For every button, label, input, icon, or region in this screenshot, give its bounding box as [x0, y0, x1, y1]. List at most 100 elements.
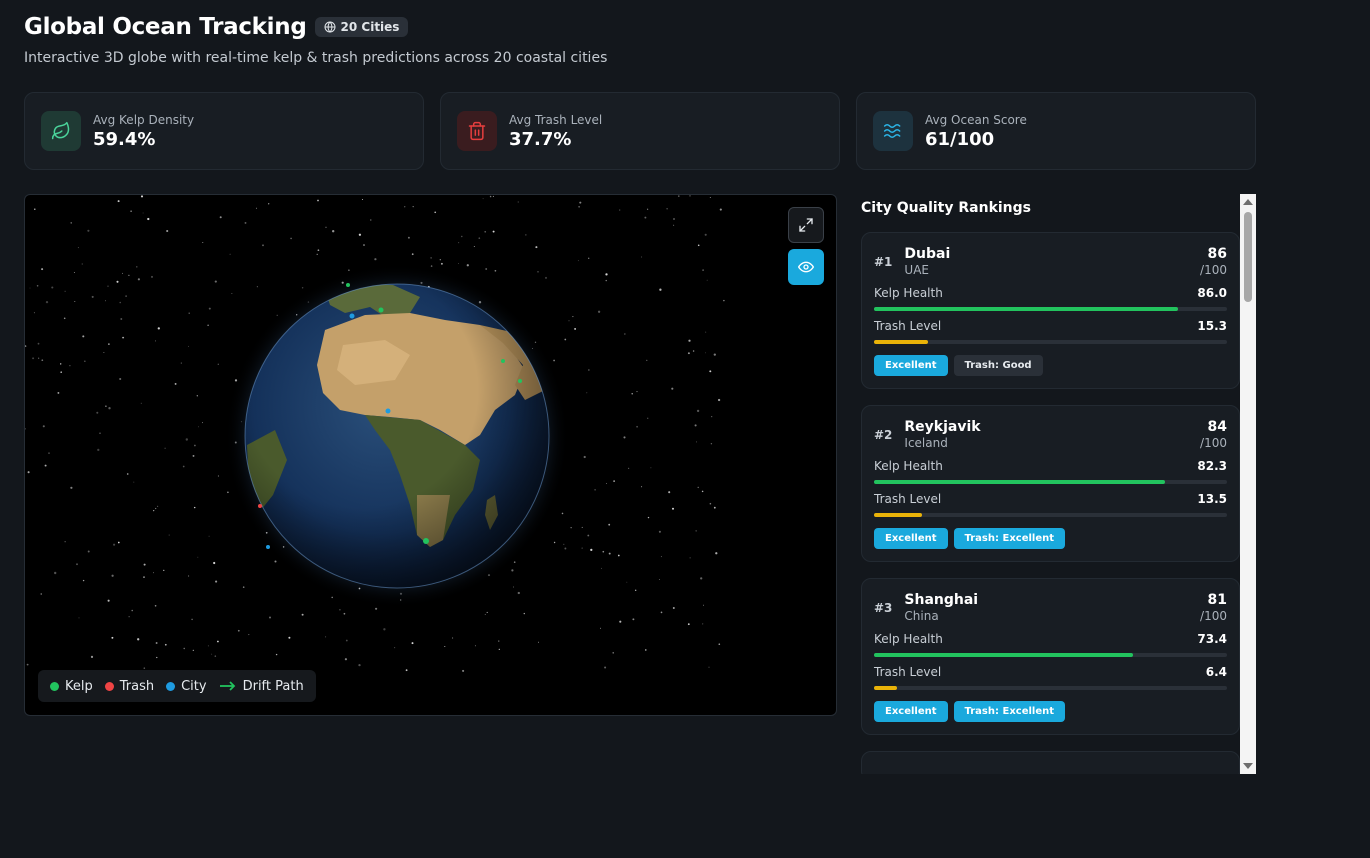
- trash-value: 13.5: [1197, 492, 1227, 506]
- scroll-up-arrow-icon[interactable]: [1243, 199, 1253, 205]
- kelp-bar: [874, 307, 1227, 311]
- star: [644, 216, 647, 219]
- star: [70, 486, 73, 489]
- city-marker: [266, 545, 270, 549]
- star: [407, 236, 410, 239]
- rankings-title: City Quality Rankings: [861, 200, 1031, 216]
- waves-icon: [873, 111, 913, 151]
- trash-bar-fill: [874, 340, 928, 344]
- star: [348, 269, 350, 271]
- star: [269, 616, 271, 619]
- scroll-thumb[interactable]: [1244, 212, 1252, 302]
- star: [332, 230, 335, 233]
- star: [624, 333, 626, 335]
- star: [119, 301, 121, 304]
- star: [34, 208, 36, 211]
- star: [719, 208, 722, 211]
- city-card[interactable]: #3 Shanghai China 81 /100 Kelp Health 73.…: [861, 578, 1240, 735]
- star: [626, 581, 628, 583]
- star: [74, 300, 76, 303]
- scroll-down-arrow-icon[interactable]: [1243, 763, 1253, 769]
- star: [636, 425, 638, 428]
- kelp-label: Kelp Health: [874, 632, 943, 646]
- star: [705, 331, 707, 333]
- star: [608, 523, 611, 526]
- star: [317, 249, 320, 252]
- star: [41, 268, 44, 271]
- cities-count-badge: 20 Cities: [314, 17, 409, 37]
- fullscreen-button[interactable]: [788, 207, 824, 243]
- star: [484, 613, 486, 616]
- trash-bar-fill: [874, 513, 922, 517]
- star: [587, 534, 590, 537]
- star: [537, 271, 539, 273]
- star: [143, 576, 145, 578]
- star: [156, 656, 158, 659]
- toggle-view-button[interactable]: [788, 249, 824, 285]
- star: [122, 272, 123, 274]
- globe-scene[interactable]: [25, 195, 837, 716]
- star: [412, 205, 414, 208]
- star: [588, 257, 590, 259]
- star: [192, 649, 194, 651]
- page-title: Global Ocean Tracking: [24, 14, 307, 40]
- rank-number: #1: [874, 254, 893, 269]
- star: [164, 447, 166, 449]
- star: [641, 256, 643, 258]
- star: [105, 405, 107, 408]
- star: [485, 268, 488, 270]
- rankings-scrollbar[interactable]: [1240, 194, 1256, 774]
- star: [174, 382, 177, 385]
- star: [316, 253, 318, 256]
- star: [44, 464, 47, 467]
- kelp-bar-fill: [874, 307, 1178, 311]
- city-country: UAE: [904, 263, 929, 277]
- star: [478, 237, 481, 239]
- stats-row: Avg Kelp Density 59.4% Avg Trash Level 3…: [24, 92, 1256, 170]
- star: [125, 295, 127, 297]
- city-rankings-panel[interactable]: City Quality Rankings #1 Dubai UAE 86 /1…: [861, 194, 1256, 774]
- star: [211, 653, 213, 655]
- star: [574, 327, 577, 330]
- stat-label: Avg Ocean Score: [925, 112, 1027, 127]
- star: [711, 416, 713, 418]
- city-score: 84: [1207, 419, 1227, 435]
- star: [578, 206, 580, 208]
- star: [688, 339, 691, 342]
- star: [492, 230, 495, 233]
- city-card[interactable]: #2 Reykjavik Iceland 84 /100 Kelp Health…: [861, 405, 1240, 562]
- kelp-marker: [346, 283, 350, 287]
- city-card[interactable]: #1 Dubai UAE 86 /100 Kelp Health 86.0 Tra…: [861, 232, 1240, 389]
- star: [215, 580, 218, 583]
- star: [494, 269, 497, 272]
- star: [163, 569, 165, 571]
- star: [577, 260, 579, 262]
- star: [157, 327, 160, 330]
- star: [42, 425, 45, 428]
- star: [645, 649, 647, 651]
- star: [696, 441, 698, 443]
- star: [583, 455, 586, 459]
- star: [430, 257, 432, 259]
- star: [242, 586, 245, 588]
- rank-number: #2: [874, 427, 893, 442]
- star: [498, 648, 500, 651]
- star: [705, 352, 707, 354]
- star: [192, 454, 195, 457]
- star: [77, 247, 79, 249]
- star: [51, 286, 54, 289]
- kelp-marker: [501, 359, 505, 363]
- kelp-bar-fill: [874, 480, 1165, 484]
- star: [122, 336, 125, 339]
- city-card[interactable]: [861, 751, 1240, 774]
- star: [708, 666, 710, 668]
- star: [590, 548, 593, 552]
- star: [155, 507, 157, 510]
- star: [164, 643, 167, 646]
- globe-viewer[interactable]: Kelp Trash City Drift Path: [24, 194, 837, 716]
- star: [57, 391, 60, 394]
- quality-tag: Excellent: [874, 701, 948, 722]
- globe-icon: [324, 21, 336, 33]
- star: [231, 293, 233, 295]
- city-name: Reykjavik: [904, 419, 981, 435]
